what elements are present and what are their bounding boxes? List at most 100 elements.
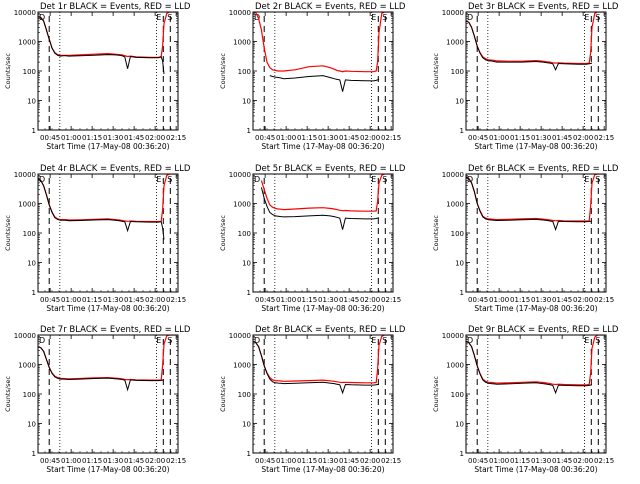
y-tick-label: 1 xyxy=(460,289,464,297)
x-tick-label: 01:15 xyxy=(82,457,102,465)
y-tick-label: 10 xyxy=(455,98,464,106)
marker-label-end: E xyxy=(371,13,376,22)
marker-label-start: D xyxy=(39,175,45,184)
y-tick-label: 10000 xyxy=(229,9,251,17)
marker-label-end-s: S xyxy=(167,336,172,345)
x-tick-label: 02:00 xyxy=(573,134,593,142)
panel-det-8r: Det 8r BLACK = Events, RED = LLD 1 10 100 10… xyxy=(219,325,406,474)
x-axis-label: Start Time (17-May-08 00:36:20) xyxy=(261,142,384,151)
y-tick-label: 10000 xyxy=(14,9,36,17)
y-axis-label: Counts/sec xyxy=(432,376,440,412)
y-tick-label: 10000 xyxy=(442,332,464,340)
y-tick-label: 10000 xyxy=(442,171,464,179)
x-tick-label: 01:00 xyxy=(489,457,509,465)
x-tick-label: 02:15 xyxy=(594,457,614,465)
x-tick-label: 01:00 xyxy=(61,457,81,465)
y-tick-label: 1 xyxy=(32,127,36,135)
marker-label-end: E xyxy=(371,336,376,345)
series-line-lld xyxy=(253,335,391,384)
plot-frame xyxy=(465,173,607,293)
panel-title: Det 7r BLACK = Events, RED = LLD xyxy=(40,325,191,335)
x-tick-label: 01:30 xyxy=(103,296,123,304)
x-axis-label: Start Time (17-May-08 00:36:20) xyxy=(261,465,384,474)
panel-det-3r: Det 3r BLACK = Events, RED = LLD 1 10 100 10… xyxy=(432,2,619,151)
series-line-events xyxy=(466,20,593,72)
x-tick-label: 00:45 xyxy=(255,296,275,304)
panel-title: Det 2r BLACK = Events, RED = LLD xyxy=(255,2,406,12)
panel-title: Det 1r BLACK = Events, RED = LLD xyxy=(40,2,191,12)
x-tick-label: 02:15 xyxy=(381,134,401,142)
y-tick-label: 10000 xyxy=(14,332,36,340)
panel-title: Det 8r BLACK = Events, RED = LLD xyxy=(255,325,406,335)
x-tick-label: 02:15 xyxy=(166,457,186,465)
y-tick-label: 10 xyxy=(27,421,36,429)
x-tick-label: 01:30 xyxy=(318,296,338,304)
y-tick-label: 100 xyxy=(23,68,36,76)
panel-det-4r: Det 4r BLACK = Events, RED = LLD 1 10 100 10… xyxy=(4,164,191,313)
y-tick-label: 1000 xyxy=(446,39,464,47)
marker-label-end-s: S xyxy=(382,336,387,345)
marker-label-end: E xyxy=(156,13,161,22)
x-tick-label: 01:45 xyxy=(339,457,359,465)
y-tick-label: 100 xyxy=(238,230,251,238)
y-axis-label: Counts/sec xyxy=(432,53,440,89)
x-tick-label: 01:45 xyxy=(552,134,572,142)
series-line-events xyxy=(38,346,165,392)
y-tick-label: 1000 xyxy=(18,39,36,47)
x-tick-label: 01:15 xyxy=(82,134,102,142)
series-line-events xyxy=(253,341,380,395)
x-tick-label: 02:00 xyxy=(360,296,380,304)
x-tick-label: 01:30 xyxy=(318,134,338,142)
x-tick-label: 01:00 xyxy=(489,134,509,142)
x-tick-label: 01:00 xyxy=(489,296,509,304)
x-tick-label: 01:00 xyxy=(61,134,81,142)
y-axis-label: Counts/sec xyxy=(432,215,440,251)
plot-frame xyxy=(37,11,179,131)
plot-frame xyxy=(37,334,179,454)
y-axis-label: Counts/sec xyxy=(219,215,227,251)
x-axis-label: Start Time (17-May-08 00:36:20) xyxy=(474,142,597,151)
x-tick-label: 02:00 xyxy=(573,457,593,465)
x-tick-label: 02:15 xyxy=(594,296,614,304)
plot-frame xyxy=(252,334,394,454)
y-tick-label: 1000 xyxy=(18,362,36,370)
marker-label-start: D xyxy=(467,336,473,345)
series-line-lld xyxy=(466,12,604,65)
series-line-lld xyxy=(260,174,391,212)
x-axis-label: Start Time (17-May-08 00:36:20) xyxy=(474,304,597,313)
x-tick-label: 01:00 xyxy=(276,296,296,304)
panel-det-1r: Det 1r BLACK = Events, RED = LLD 1 10 100 10… xyxy=(4,2,191,151)
series-line-lld xyxy=(253,12,391,73)
panel-title: Det 9r BLACK = Events, RED = LLD xyxy=(468,325,619,335)
x-tick-label: 01:30 xyxy=(103,134,123,142)
x-tick-label: 01:45 xyxy=(552,296,572,304)
x-tick-label: 02:15 xyxy=(381,296,401,304)
series-line-lld xyxy=(38,12,176,58)
marker-label-start: D xyxy=(467,13,473,22)
x-tick-label: 01:15 xyxy=(510,134,530,142)
y-tick-label: 1000 xyxy=(233,201,251,209)
y-axis-label: Counts/sec xyxy=(4,376,12,412)
x-tick-label: 00:45 xyxy=(468,457,488,465)
y-tick-label: 10 xyxy=(27,260,36,268)
y-tick-label: 1 xyxy=(32,289,36,297)
panel-title: Det 6r BLACK = Events, RED = LLD xyxy=(468,164,619,174)
panel-title: Det 3r BLACK = Events, RED = LLD xyxy=(468,2,619,12)
plot-frame xyxy=(465,334,607,454)
y-tick-label: 1000 xyxy=(446,201,464,209)
x-tick-label: 01:30 xyxy=(531,296,551,304)
series-line-lld xyxy=(38,174,176,223)
series-line-lld xyxy=(466,335,604,386)
x-tick-label: 02:15 xyxy=(381,457,401,465)
marker-label-end: E xyxy=(156,336,161,345)
y-axis-label: Counts/sec xyxy=(4,215,12,251)
x-tick-label: 00:45 xyxy=(40,457,60,465)
x-axis-label: Start Time (17-May-08 00:36:20) xyxy=(46,142,169,151)
panel-title: Det 5r BLACK = Events, RED = LLD xyxy=(255,164,406,174)
marker-label-end-s: S xyxy=(167,175,172,184)
y-tick-label: 10000 xyxy=(229,332,251,340)
x-tick-label: 01:45 xyxy=(124,457,144,465)
series-line-events xyxy=(38,16,165,74)
x-tick-label: 02:15 xyxy=(166,134,186,142)
